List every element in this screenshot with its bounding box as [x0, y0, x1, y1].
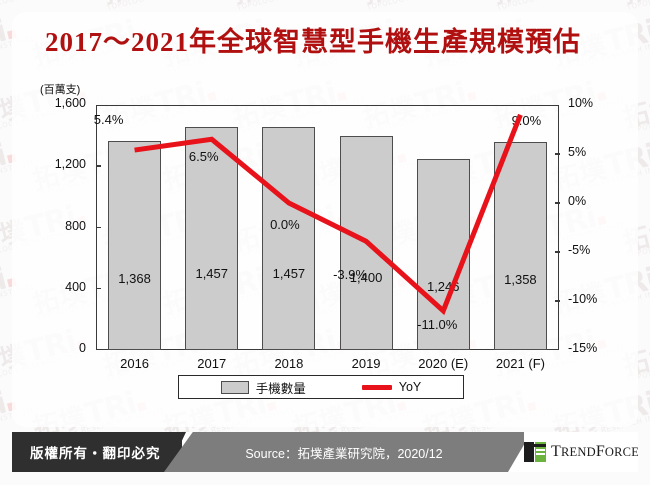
bar-series: 1,368 1,457 1,457 1,400 1,246 1,358: [96, 105, 559, 350]
y-axis-unit-label: (百萬支): [40, 84, 81, 96]
x-axis-tick-label: 2020 (E): [418, 356, 469, 371]
legend-item-bar: 手機數量: [220, 378, 306, 397]
legend-line-swatch: [361, 384, 392, 390]
x-axis-tick-label: 2019: [351, 356, 381, 371]
table-row: 1,368: [108, 140, 162, 350]
legend-bar-swatch: [220, 380, 249, 394]
bar-value-label: 1,246: [426, 278, 460, 294]
legend-line-label: YoY: [398, 380, 422, 394]
footer-gray-panel: [164, 432, 524, 472]
chart-area: (百萬支) 0 400 800 1,200 1,600 -15% -10% -5% 0% 5% 1…: [40, 84, 597, 399]
legend-bar-label: 手機數量: [255, 381, 306, 396]
footer-bar: 版權所有・翻印必究 Source：拓墣產業研究院，2020/12 TRENDFO…: [12, 432, 638, 472]
chart-legend: 手機數量 YoY: [178, 375, 464, 399]
trendforce-logo-icon: [524, 442, 546, 462]
footer-source: Source：拓墣產業研究院，2020/12: [245, 446, 443, 461]
line-value-label: -3.9%: [333, 267, 368, 283]
line-value-label: -11.0%: [417, 316, 458, 332]
line-value-label: 5.4%: [93, 112, 124, 128]
table-row: 1,400: [339, 135, 393, 350]
page-title: 2017～2021年全球智慧型手機生產規模預估: [45, 27, 581, 57]
x-axis-tick-label: 2021 (F): [495, 356, 545, 371]
table-row: 1,457: [262, 126, 316, 350]
x-axis-tick-label: 2016: [120, 356, 150, 371]
x-axis-tick-label: 2018: [274, 356, 304, 371]
line-value-label: 0.0%: [270, 217, 300, 232]
line-value-label: 6.5%: [188, 149, 219, 165]
table-row: 1,358: [493, 142, 547, 350]
bar-value-label: 1,457: [272, 266, 306, 282]
bar-value-label: 1,457: [195, 266, 229, 282]
x-axis-tick-label: 2017: [197, 356, 227, 371]
legend-item-line: YoY: [361, 380, 422, 394]
bar-value-label: 1,368: [118, 271, 151, 287]
bar-value-label: 1,358: [504, 271, 537, 287]
trendforce-logo: TRENDFORCE: [524, 432, 638, 472]
footer-copyright: 版權所有・翻印必究: [30, 446, 161, 461]
trendforce-wordmark: TRENDFORCE: [551, 443, 638, 460]
line-value-label: 9.0%: [511, 112, 542, 128]
